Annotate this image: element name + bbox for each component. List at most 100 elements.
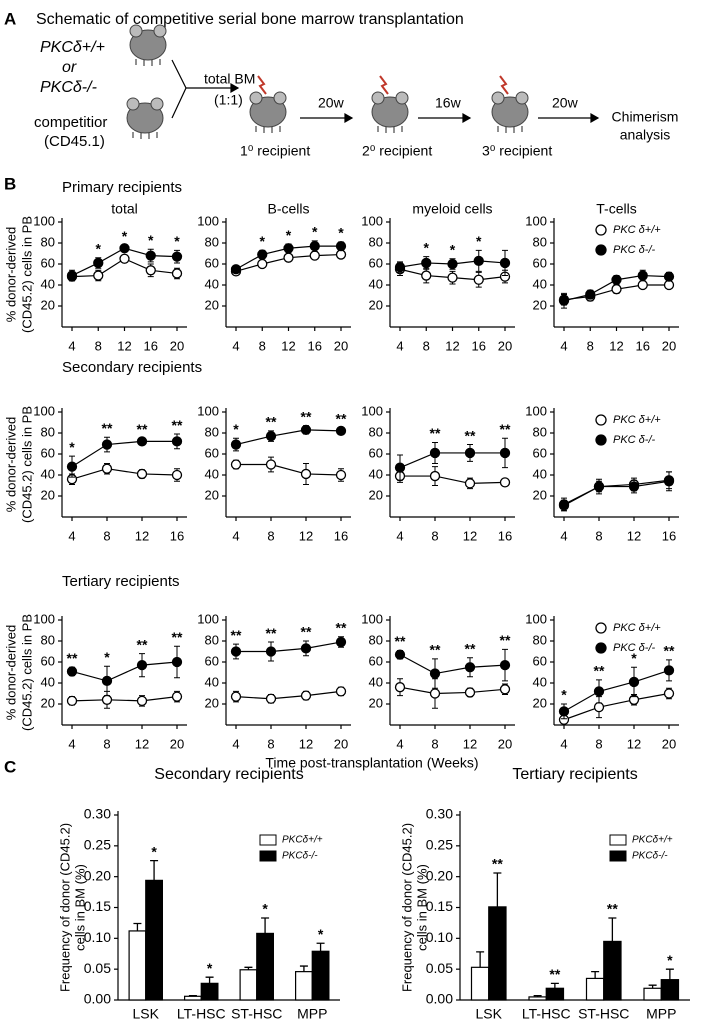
marker (473, 274, 484, 285)
x-tick-label: 12 (463, 528, 477, 543)
y-tick-label: 100 (525, 213, 547, 228)
x-tick-label: 12 (135, 528, 149, 543)
y-tick-label: 80 (205, 424, 219, 439)
marker (171, 656, 183, 668)
significance: * (122, 228, 128, 244)
significance: ** (102, 420, 113, 436)
y-axis-label: % donor-derived (3, 625, 18, 720)
y-tick-label: 0.25 (426, 837, 453, 853)
error-bar (550, 982, 559, 989)
marker (66, 270, 78, 281)
bar (184, 995, 202, 1001)
series-line (400, 475, 506, 485)
legend-marker (595, 244, 607, 256)
marker (499, 684, 511, 695)
x-tick-label: 8 (595, 736, 602, 751)
marker (66, 461, 78, 472)
significance: * (104, 649, 110, 665)
y-axis-label: cells in BM (%) (72, 864, 87, 951)
marker (464, 687, 476, 698)
marker (558, 706, 570, 717)
error-bar (608, 917, 617, 942)
error-bar (205, 976, 214, 984)
marker (230, 439, 242, 450)
y-axis-label: (CD45.2) cells in PB (19, 216, 34, 333)
y-tick-label: 100 (361, 611, 383, 626)
mouse-ear (491, 91, 505, 105)
x-tick-label: 4 (232, 528, 239, 543)
y-tick-label: 100 (33, 403, 55, 418)
significance: * (233, 421, 239, 437)
marker (447, 272, 458, 283)
row-title: Secondary recipients (62, 359, 202, 376)
significance: ** (67, 650, 78, 666)
marker (473, 255, 484, 267)
series-line (399, 686, 506, 695)
significance: ** (336, 410, 347, 426)
marker (464, 662, 476, 673)
x-tick-label: 12 (627, 528, 641, 543)
mouse-feet (377, 126, 403, 133)
y-tick-label: 40 (369, 276, 383, 291)
y-tick-label: 0.15 (426, 898, 453, 914)
y-axis-label: % donor-derived (3, 227, 18, 322)
mouse-ear (153, 24, 167, 38)
legend-marker (595, 434, 607, 446)
legend-swatch (609, 850, 627, 862)
x-tick-label: 8 (595, 528, 602, 543)
y-tick-label: 80 (41, 234, 55, 249)
marker (394, 261, 406, 273)
error-bar (299, 965, 308, 972)
legend-marker (595, 224, 607, 236)
y-axis-label: Frequency of donor (CD45.2) (57, 823, 72, 992)
significance: ** (430, 642, 441, 658)
x-tick-label: 4 (396, 736, 403, 751)
significance: ** (336, 620, 347, 636)
bar (145, 879, 163, 1001)
marker (628, 481, 640, 492)
marker (66, 666, 78, 677)
marker (335, 249, 347, 260)
marker (558, 295, 570, 306)
chart-title: T-cells (596, 201, 636, 217)
y-tick-label: 100 (361, 403, 383, 418)
genotype: PKCδ-/- (40, 79, 97, 96)
significance: ** (172, 417, 183, 433)
x-tick-label: 12 (117, 338, 131, 353)
error-bar (665, 968, 674, 980)
y-tick-label: 20 (205, 297, 219, 312)
y-axis-label: (CD45.2) cells in PB (19, 614, 34, 731)
marker (499, 447, 511, 459)
significance: ** (430, 425, 441, 441)
y-tick-label: 40 (41, 674, 55, 689)
recipient: 3⁰ recipient (482, 143, 552, 159)
marker (637, 279, 648, 291)
series-line (563, 692, 670, 721)
irradiation (499, 75, 509, 95)
error-bar (133, 922, 142, 931)
y-tick-label: 100 (197, 611, 219, 626)
y-tick-label: 80 (205, 632, 219, 647)
significance: ** (395, 633, 406, 649)
y-tick-label: 20 (369, 487, 383, 502)
marker (93, 257, 104, 269)
y-tick-label: 20 (533, 297, 547, 312)
legend-swatch (259, 850, 277, 862)
x-tick-label: 8 (431, 736, 438, 751)
marker (300, 690, 312, 701)
marker (300, 424, 312, 436)
y-tick-label: 100 (197, 213, 219, 228)
y-axis-label: (CD45.2) cells in PB (19, 406, 34, 523)
legend-label: PKCδ-/- (282, 851, 318, 862)
y-tick-label: 0.15 (84, 898, 111, 914)
significance: * (286, 227, 292, 243)
marker (283, 252, 294, 263)
schematic-title: Schematic of competitive serial bone mar… (36, 11, 464, 28)
marker (335, 240, 347, 252)
mix: (1:1) (214, 92, 243, 108)
y-tick-label: 0.00 (84, 991, 111, 1007)
marker (663, 476, 675, 487)
x-tick-label: 16 (144, 338, 158, 353)
significance: ** (301, 624, 312, 640)
bar (585, 977, 605, 1001)
